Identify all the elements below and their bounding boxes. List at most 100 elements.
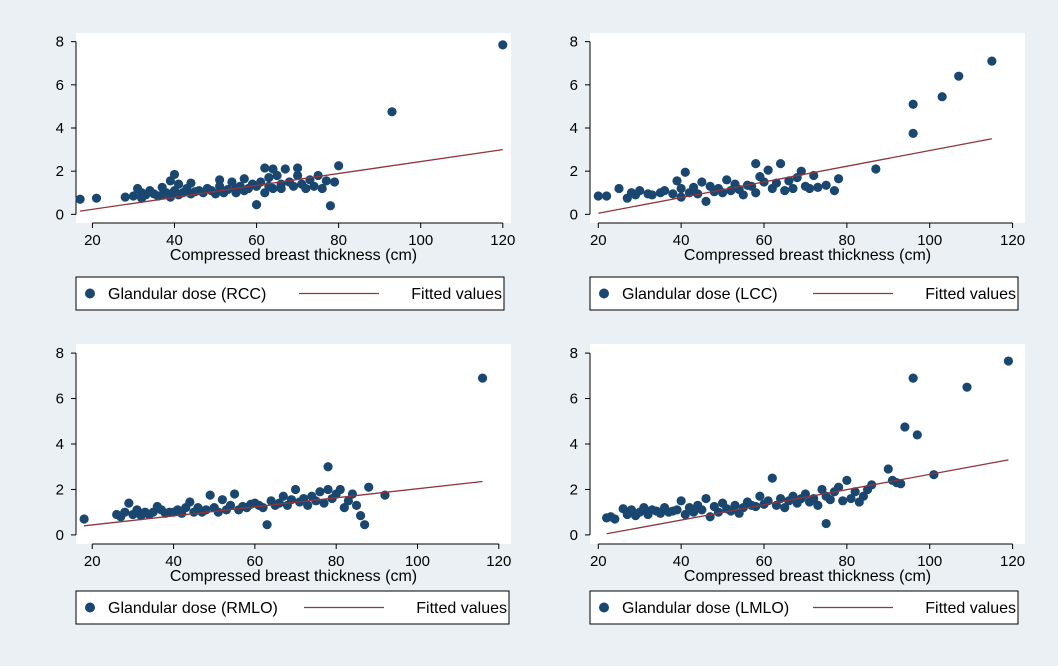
- data-point: [334, 161, 344, 171]
- x-tick-label: 80: [839, 232, 856, 249]
- legend-label-dose: Glandular dose (RCC): [108, 286, 266, 303]
- data-point: [610, 514, 620, 524]
- data-point: [311, 496, 321, 506]
- data-point: [697, 505, 707, 515]
- data-point: [173, 179, 184, 189]
- data-point: [293, 163, 303, 173]
- y-tick-label: 6: [570, 77, 578, 94]
- data-point: [290, 484, 301, 495]
- data-point: [280, 164, 290, 174]
- x-tick-label: 60: [756, 553, 773, 570]
- data-point: [217, 495, 227, 505]
- data-point: [908, 128, 918, 138]
- data-point: [339, 503, 349, 513]
- data-point: [593, 191, 603, 201]
- data-point: [477, 373, 488, 383]
- data-point: [751, 188, 761, 198]
- x-tick-label: 80: [330, 232, 347, 249]
- data-point: [937, 92, 947, 102]
- data-point: [272, 170, 282, 181]
- data-point: [635, 186, 645, 196]
- data-point: [335, 484, 345, 495]
- data-point: [498, 40, 508, 50]
- data-point: [317, 183, 327, 194]
- legend: Glandular dose (LMLO) Fitted values: [589, 590, 1019, 625]
- x-tick-label: 80: [328, 553, 345, 570]
- legend-marker: [599, 602, 609, 613]
- data-point: [205, 490, 215, 500]
- data-point: [813, 500, 823, 510]
- x-tick-label: 120: [1000, 232, 1025, 249]
- x-tick-label: 20: [84, 232, 101, 249]
- legend-label-fitted: Fitted values: [416, 600, 507, 617]
- x-tick-label: 40: [673, 553, 690, 570]
- y-tick-label: 8: [56, 34, 64, 51]
- data-point: [319, 498, 329, 508]
- data-point: [315, 487, 325, 497]
- data-point: [323, 462, 333, 472]
- y-tick-label: 6: [56, 391, 64, 408]
- x-axis-title: Compressed breast thickness (cm): [170, 568, 417, 585]
- data-point: [954, 71, 964, 81]
- data-point: [288, 181, 299, 191]
- data-point: [912, 430, 922, 440]
- data-point: [676, 496, 686, 506]
- data-point: [614, 183, 624, 194]
- legend-box: [75, 276, 505, 311]
- data-point: [697, 177, 707, 187]
- data-point: [301, 183, 311, 194]
- data-point: [659, 186, 670, 196]
- data-point: [213, 507, 223, 517]
- y-tick-label: 2: [570, 163, 578, 180]
- y-tick-label: 4: [570, 120, 578, 137]
- data-point: [351, 500, 362, 510]
- legend-box: [589, 276, 1019, 311]
- data-point: [309, 181, 319, 191]
- legend-marker: [599, 288, 609, 299]
- data-point: [833, 174, 844, 184]
- data-point: [813, 182, 823, 192]
- data-point: [788, 183, 798, 194]
- x-tick-label: 100: [917, 553, 942, 570]
- data-point: [639, 503, 649, 513]
- y-tick-label: 8: [56, 345, 64, 362]
- data-point: [771, 178, 782, 188]
- fitted-line: [84, 480, 483, 527]
- data-point: [668, 189, 678, 199]
- x-tick-label: 40: [165, 553, 182, 570]
- legend-marker: [85, 602, 95, 613]
- x-tick-label: 100: [408, 232, 433, 249]
- legend-label-fitted: Fitted values: [411, 286, 502, 303]
- data-point: [730, 500, 740, 510]
- data-point: [821, 180, 831, 190]
- data-point: [751, 159, 761, 169]
- data-point: [364, 482, 374, 492]
- data-point: [871, 164, 881, 174]
- x-tick-label: 120: [486, 553, 511, 570]
- x-tick-label: 40: [673, 232, 690, 249]
- data-point: [676, 183, 686, 194]
- fitted-line: [598, 138, 992, 214]
- y-tick-label: 0: [570, 206, 578, 223]
- data-point: [883, 464, 893, 474]
- data-point: [701, 196, 711, 207]
- y-tick-label: 4: [56, 436, 64, 453]
- data-point: [804, 183, 815, 194]
- y-tick-label: 4: [570, 436, 578, 453]
- data-point: [850, 487, 860, 497]
- data-point: [321, 176, 331, 186]
- data-point: [268, 183, 278, 194]
- data-point: [601, 191, 612, 201]
- data-point: [846, 493, 856, 504]
- x-tick-label: 100: [405, 553, 430, 570]
- legend-label-dose: Glandular dose (LMLO): [622, 600, 789, 617]
- y-tick-label: 8: [570, 34, 578, 51]
- data-point: [274, 498, 284, 508]
- data-point: [124, 498, 134, 508]
- data-point: [91, 193, 102, 203]
- data-point: [186, 178, 196, 188]
- data-point: [325, 201, 336, 211]
- data-point: [343, 496, 353, 506]
- x-tick-label: 20: [590, 232, 607, 249]
- data-point: [858, 491, 869, 501]
